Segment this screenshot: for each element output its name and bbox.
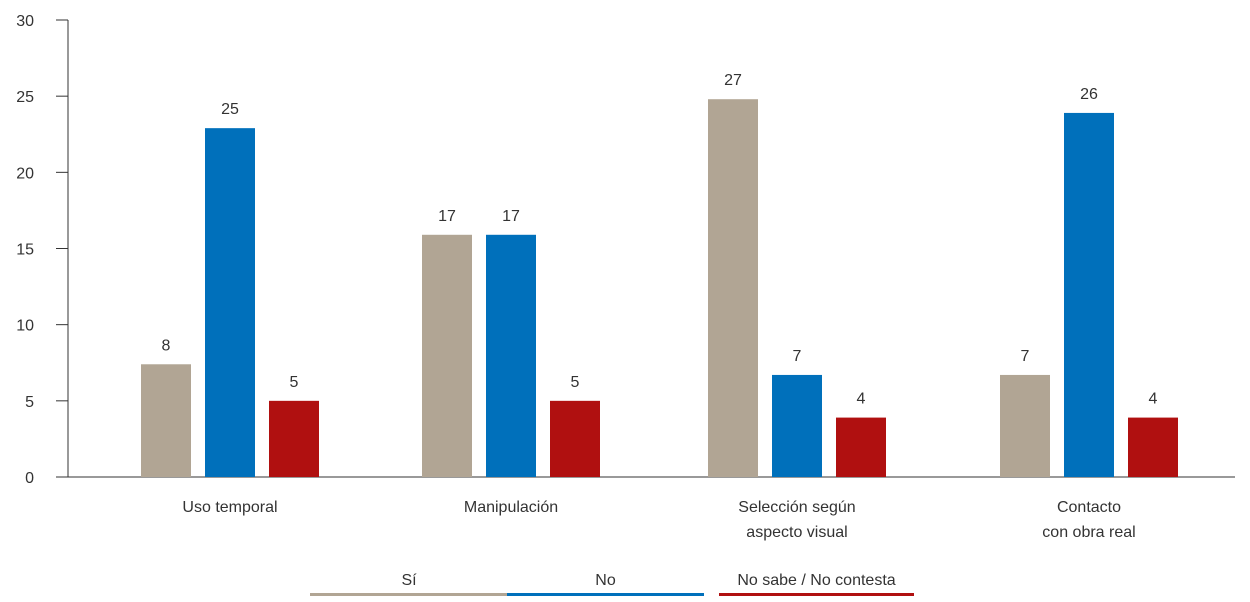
y-tick-label: 15 — [16, 242, 34, 259]
x-tick-label: Manipulación — [464, 499, 558, 516]
bar — [550, 400, 600, 477]
data-label: 7 — [793, 348, 802, 365]
bar — [486, 234, 536, 477]
x-tick-label: Selección según — [738, 499, 855, 516]
legend-swatch — [310, 593, 508, 596]
legend-swatch — [507, 593, 704, 596]
y-tick-label: 25 — [16, 89, 34, 106]
bar — [1064, 112, 1114, 477]
legend-label: No sabe / No contesta — [737, 572, 895, 589]
data-label: 27 — [724, 72, 742, 89]
x-tick-label: Contacto — [1057, 499, 1121, 516]
legend-label: No — [595, 572, 616, 589]
y-tick-label: 5 — [25, 394, 34, 411]
data-label: 17 — [438, 208, 456, 225]
bar — [1000, 374, 1050, 477]
legend-swatch — [719, 593, 914, 596]
data-label: 8 — [162, 337, 171, 354]
bar — [141, 364, 191, 477]
data-label: 4 — [1149, 391, 1158, 408]
bar — [422, 234, 472, 477]
data-label: 4 — [857, 391, 866, 408]
bar — [836, 417, 886, 477]
y-tick-label: 10 — [16, 318, 34, 335]
data-label: 25 — [221, 101, 239, 118]
x-tick-label: con obra real — [1042, 524, 1135, 541]
data-label: 5 — [571, 374, 580, 391]
data-label: 5 — [290, 374, 299, 391]
data-label: 17 — [502, 208, 520, 225]
bar — [1128, 417, 1178, 477]
y-tick-label: 20 — [16, 165, 34, 182]
legend-label: Sí — [401, 572, 417, 589]
x-tick-label: aspecto visual — [746, 524, 847, 541]
y-tick-label: 30 — [16, 13, 34, 30]
data-label: 26 — [1080, 86, 1098, 103]
bar — [205, 128, 255, 477]
data-label: 7 — [1021, 348, 1030, 365]
bar — [269, 400, 319, 477]
bar — [708, 99, 758, 478]
bar — [772, 374, 822, 477]
x-tick-label: Uso temporal — [182, 499, 277, 516]
y-tick-label: 0 — [25, 470, 34, 487]
